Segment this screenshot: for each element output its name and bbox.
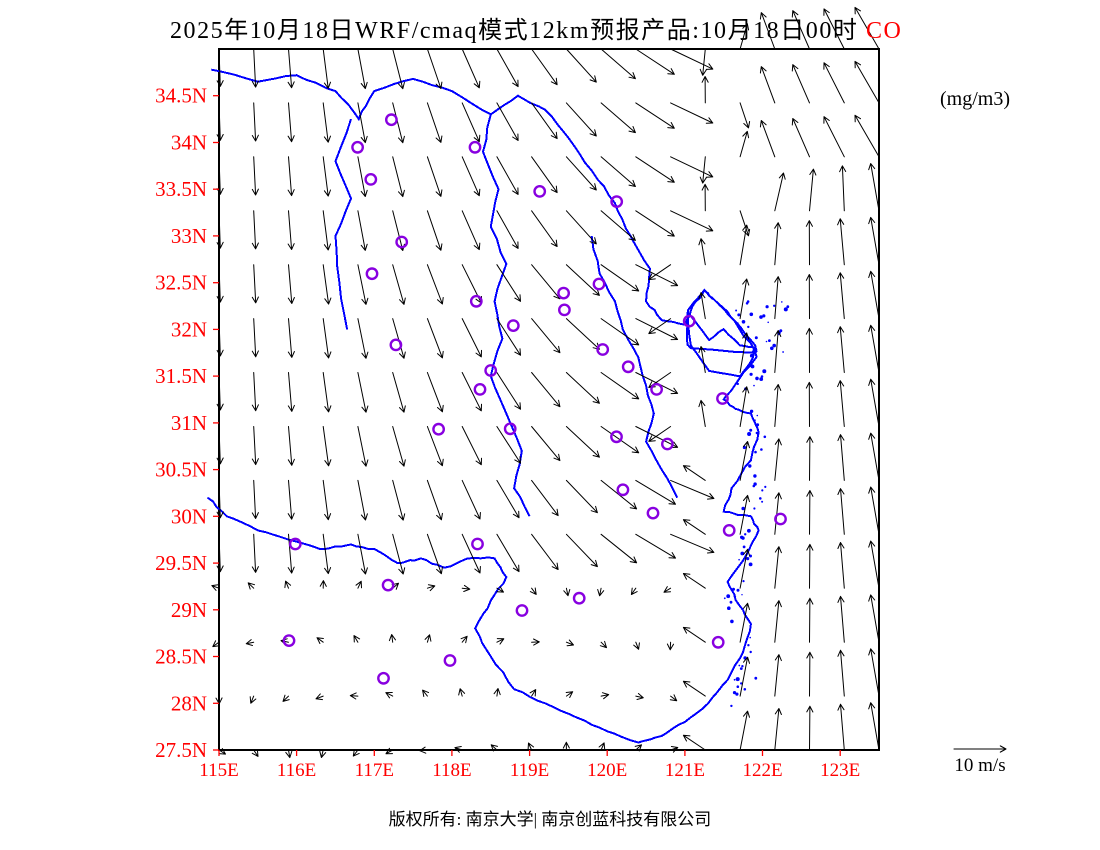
svg-text:32.5N: 32.5N (155, 271, 207, 295)
svg-text:27.5N: 27.5N (155, 738, 207, 762)
svg-text:10 m/s: 10 m/s (954, 755, 1005, 776)
svg-text:30.5N: 30.5N (155, 458, 207, 482)
svg-text:117E: 117E (355, 760, 394, 781)
svg-text:120E: 120E (587, 760, 627, 781)
svg-text:115E: 115E (199, 760, 238, 781)
svg-text:28N: 28N (171, 691, 207, 715)
svg-text:116E: 116E (277, 760, 316, 781)
svg-text:31.5N: 31.5N (155, 364, 207, 388)
svg-text:33.5N: 33.5N (155, 177, 207, 201)
svg-text:123E: 123E (820, 760, 860, 781)
svg-text:29N: 29N (171, 598, 207, 622)
svg-text:121E: 121E (665, 760, 705, 781)
svg-text:118E: 118E (432, 760, 471, 781)
svg-text:30N: 30N (171, 504, 207, 528)
svg-text:29.5N: 29.5N (155, 551, 207, 575)
svg-text:119E: 119E (510, 760, 549, 781)
svg-text:34N: 34N (171, 131, 207, 155)
svg-text:34.5N: 34.5N (155, 84, 207, 108)
svg-text:33N: 33N (171, 224, 207, 248)
svg-text:31N: 31N (171, 411, 207, 435)
svg-text:28.5N: 28.5N (155, 645, 207, 669)
svg-text:122E: 122E (742, 760, 782, 781)
svg-text:32N: 32N (171, 317, 207, 341)
